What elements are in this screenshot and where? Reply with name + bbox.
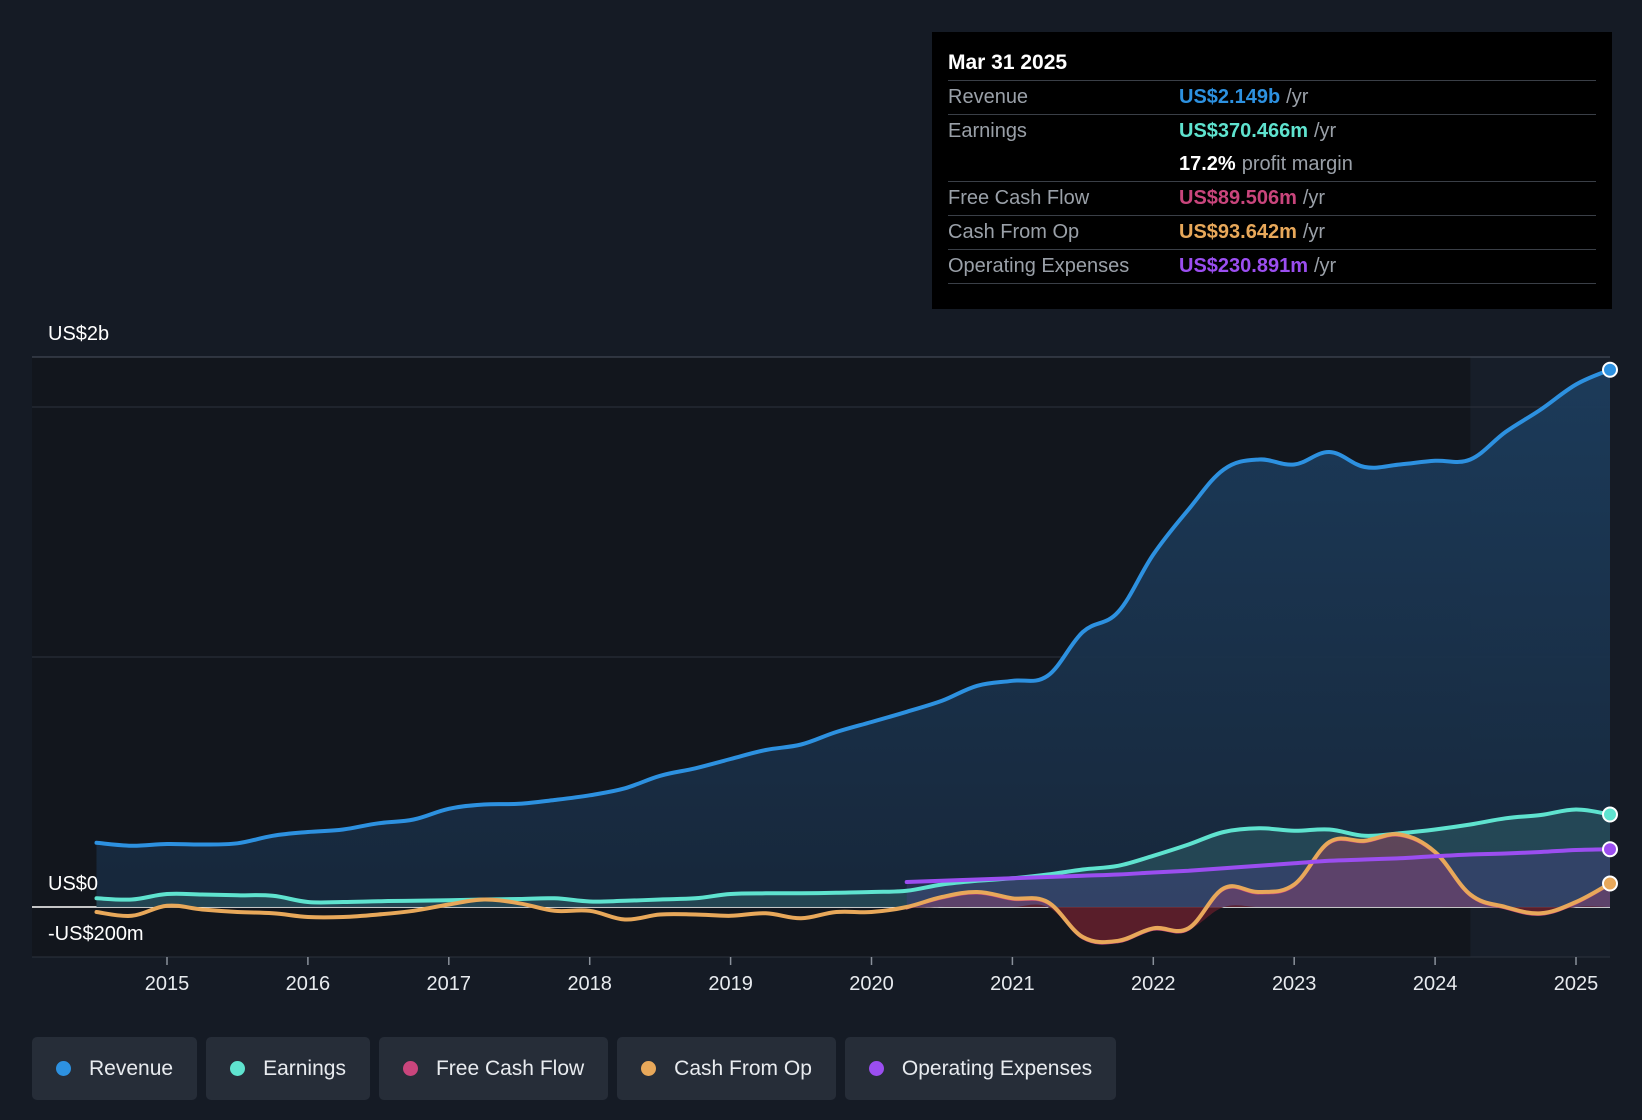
legend-item-free-cash-flow[interactable]: Free Cash Flow bbox=[378, 1037, 609, 1100]
tooltip-panel: Mar 31 2025 Revenue US$2.149b /yr Earnin… bbox=[932, 32, 1612, 309]
legend-item-operating-expenses[interactable]: Operating Expenses bbox=[844, 1037, 1117, 1100]
tooltip-value: US$89.506m bbox=[1179, 187, 1297, 209]
x-tick-label: 2018 bbox=[567, 973, 612, 995]
legend: Revenue Earnings Free Cash Flow Cash Fro… bbox=[32, 1037, 1117, 1100]
x-tick-label: 2025 bbox=[1554, 973, 1599, 995]
tooltip-row-earnings: Earnings US$370.466m /yr bbox=[948, 115, 1596, 148]
operating-expenses-line bbox=[904, 847, 1612, 884]
legend-label: Earnings bbox=[263, 1056, 346, 1080]
operating-expenses-endpoint bbox=[1602, 841, 1618, 858]
tooltip-label: Earnings bbox=[948, 120, 1027, 142]
earnings-endpoint bbox=[1602, 806, 1618, 823]
series-areas bbox=[96, 369, 1610, 944]
legend-label: Cash From Op bbox=[674, 1056, 812, 1080]
tooltip-label: Operating Expenses bbox=[948, 255, 1130, 277]
tooltip-row-cash-from-op: Cash From Op US$93.642m /yr bbox=[948, 216, 1596, 250]
x-tick-label: 2023 bbox=[1272, 973, 1317, 995]
legend-label: Free Cash Flow bbox=[435, 1056, 585, 1080]
revenue-line bbox=[94, 367, 1612, 848]
y-label-bottom: -US$200m bbox=[48, 923, 144, 945]
tooltip-row-operating-expenses: Operating Expenses US$230.891m /yr bbox=[948, 250, 1596, 284]
earnings-line bbox=[94, 807, 1612, 905]
revenue-area bbox=[96, 369, 1610, 907]
x-tick-label: 2015 bbox=[145, 973, 190, 995]
tooltip-label: Revenue bbox=[948, 86, 1029, 108]
free-cash-flow-dot-icon bbox=[402, 1061, 418, 1076]
x-tick-label: 2022 bbox=[1131, 973, 1176, 995]
revenue-endpoint bbox=[1602, 361, 1618, 378]
x-tick-label: 2020 bbox=[849, 973, 894, 995]
tooltip-row-free-cash-flow: Free Cash Flow US$89.506m /yr bbox=[948, 182, 1596, 216]
x-tick-label: 2024 bbox=[1413, 973, 1458, 995]
tooltip-unit: /yr bbox=[1302, 221, 1326, 243]
tooltip-value: 17.2% bbox=[1179, 153, 1236, 175]
revenue-dot-icon bbox=[56, 1061, 71, 1076]
tooltip-value: US$2.149b bbox=[1179, 86, 1281, 108]
x-tick-label: 2017 bbox=[427, 973, 472, 995]
tooltip-date: Mar 31 2025 bbox=[948, 46, 1596, 81]
series-lines bbox=[94, 367, 1612, 945]
legend-item-earnings[interactable]: Earnings bbox=[206, 1037, 370, 1100]
tooltip-label: Free Cash Flow bbox=[948, 187, 1090, 209]
operating-expenses-dot-icon bbox=[868, 1061, 884, 1076]
x-tick-label: 2016 bbox=[286, 973, 331, 995]
tooltip-label: Cash From Op bbox=[948, 221, 1080, 243]
tooltip-unit: /yr bbox=[1313, 120, 1337, 142]
cash-from-op-dot-icon bbox=[641, 1061, 657, 1076]
tooltip-value: US$230.891m bbox=[1179, 255, 1308, 277]
x-tick-label: 2019 bbox=[708, 973, 753, 995]
free-cash-flow-negative-area bbox=[906, 904, 1610, 944]
legend-label: Operating Expenses bbox=[901, 1056, 1093, 1080]
tooltip-value: US$370.466m bbox=[1179, 120, 1308, 142]
legend-item-cash-from-op[interactable]: Cash From Op bbox=[617, 1037, 836, 1100]
series-endpoints bbox=[1602, 361, 1618, 892]
y-label-top: US$2b bbox=[48, 323, 109, 345]
tooltip-row-revenue: Revenue US$2.149b /yr bbox=[948, 81, 1596, 115]
tooltip-unit: /yr bbox=[1286, 86, 1309, 108]
tooltip-unit: profit margin bbox=[1241, 153, 1353, 175]
tooltip-row-profit-margin: 17.2% profit margin bbox=[948, 148, 1596, 182]
legend-label: Revenue bbox=[89, 1056, 174, 1080]
tooltip-value: US$93.642m bbox=[1179, 221, 1297, 243]
cash-from-op-endpoint bbox=[1602, 875, 1618, 892]
earnings-dot-icon bbox=[230, 1061, 246, 1076]
cash-from-op-line bbox=[94, 832, 1612, 945]
y-label-zero: US$0 bbox=[48, 873, 98, 895]
legend-item-revenue[interactable]: Revenue bbox=[32, 1037, 198, 1100]
tooltip-unit: /yr bbox=[1302, 187, 1326, 209]
operating-expenses-area bbox=[906, 849, 1610, 907]
tooltip-unit: /yr bbox=[1313, 255, 1337, 277]
earnings-area bbox=[96, 809, 1610, 907]
x-tick-label: 2021 bbox=[990, 973, 1035, 995]
x-axis-ticks: 2015 2016 2017 2018 2019 2020 2021 2022 2023 2024… bbox=[145, 957, 1599, 995]
